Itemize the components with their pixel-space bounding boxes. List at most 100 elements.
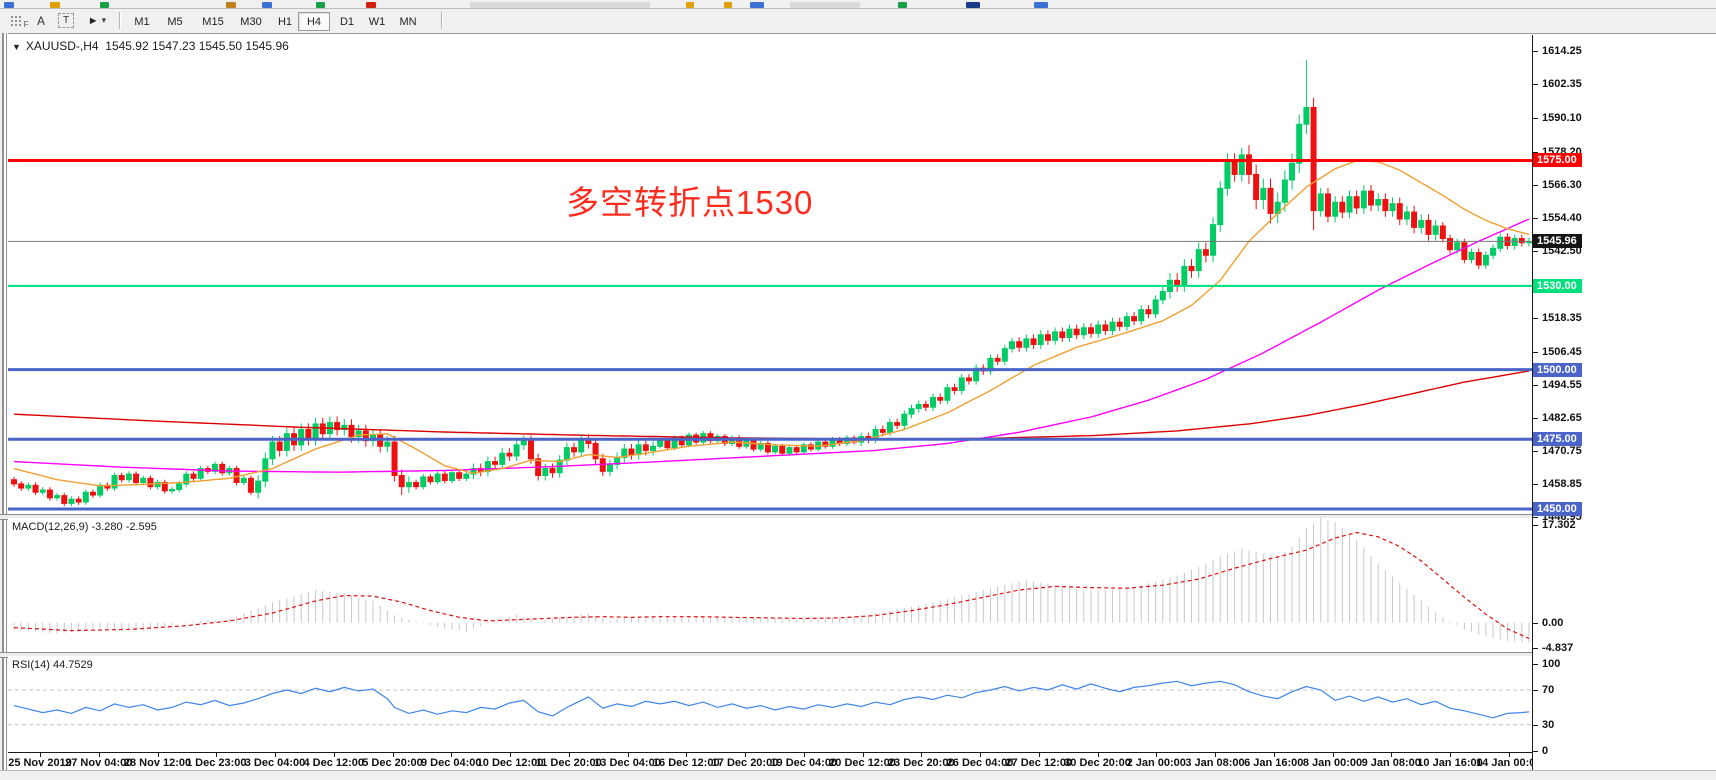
timeframe-button-M5[interactable]: M5 — [167, 15, 183, 28]
indicators-grip-icon[interactable]: F — [6, 11, 29, 30]
candle — [973, 364, 980, 385]
time-axis-tick — [862, 753, 864, 757]
candle — [1411, 205, 1418, 234]
candle — [894, 418, 901, 430]
candle — [987, 354, 994, 375]
candle — [592, 438, 599, 464]
axis-tick-mark — [1533, 664, 1538, 665]
timeframe-button-M1[interactable]: M1 — [134, 15, 150, 28]
candle — [1267, 178, 1274, 224]
axis-tick-mark — [1533, 151, 1538, 153]
macd-axis-label: -4.837 — [1542, 642, 1574, 654]
candle — [413, 479, 420, 490]
chevron-down-icon: ▾ — [101, 15, 107, 25]
candle — [807, 442, 814, 452]
candle — [75, 496, 82, 505]
toolbar-icon-fragment — [366, 2, 376, 8]
price-axis[interactable]: 1614.25 1602.35 1590.10 1578.20 1566.30 1554.… — [1532, 35, 1716, 770]
time-axis-label: 2 Jan 00:00 — [1126, 757, 1186, 769]
candle — [965, 374, 972, 385]
macd-pane[interactable] — [8, 518, 1532, 652]
candle — [434, 471, 441, 485]
timeframe-button-MN[interactable]: MN — [399, 15, 417, 28]
time-axis-label: 9 Dec 04:00 — [420, 757, 482, 769]
time-axis[interactable]: 25 Nov 2019 27 Nov 04:00 28 Nov 12:00 1 Dec… — [8, 752, 1541, 771]
candle — [1468, 248, 1475, 264]
candle — [147, 475, 154, 490]
toolbar-icon-fragment — [750, 2, 764, 8]
timeframe-button-M30[interactable]: M30 — [240, 15, 262, 28]
time-axis-label: 6 Jan 16:00 — [1244, 757, 1304, 769]
axis-tick-mark — [1533, 351, 1538, 353]
price-line-badge-1530.00[interactable]: 1530.00 — [1533, 278, 1582, 293]
time-axis-tick — [980, 753, 981, 757]
chart-dropdown-icon[interactable]: ▼ — [12, 42, 21, 52]
candle — [1339, 196, 1346, 219]
time-axis-label: 26 Dec 04:00 — [946, 757, 1014, 769]
candle — [1116, 317, 1123, 331]
axis-tick-mark — [1533, 750, 1538, 752]
candle — [1059, 327, 1066, 342]
toolbar-icon-fragment — [790, 2, 860, 8]
candle — [463, 471, 470, 482]
rsi-pane[interactable] — [8, 656, 1532, 752]
candle — [1317, 187, 1324, 217]
candle — [1439, 222, 1446, 243]
timeframe-button-H1[interactable]: H1 — [277, 15, 293, 28]
candle — [786, 445, 793, 456]
candle — [61, 492, 68, 507]
time-axis-tick — [1391, 753, 1393, 757]
toolbar-icon-fragment — [686, 2, 694, 8]
time-axis-label: 1 Dec 23:00 — [185, 757, 247, 769]
chart-annotation-text[interactable]: 多空转折点1530 — [566, 184, 814, 221]
rsi-axis-label: 30 — [1542, 718, 1555, 731]
price-axis-tick-label: 1482.65 — [1542, 411, 1582, 424]
candle — [937, 393, 944, 405]
candle — [1073, 324, 1080, 340]
price-line-badge-1450.00[interactable]: 1450.00 — [1533, 501, 1582, 516]
candle — [1037, 330, 1044, 349]
axis-tick-mark — [1533, 622, 1538, 624]
candle — [1260, 178, 1267, 210]
candle — [1009, 337, 1016, 353]
timeframe-button-H4[interactable]: H4 — [298, 12, 330, 31]
chart-ohlc-values: 1545.92 1547.23 1545.50 1545.96 — [105, 39, 289, 53]
candle — [456, 469, 463, 482]
price-pane[interactable] — [8, 35, 1532, 514]
time-axis-tick — [1332, 753, 1334, 757]
timeframe-button-W1[interactable]: W1 — [368, 15, 386, 28]
candle — [635, 439, 642, 460]
candle — [1296, 114, 1303, 174]
candle — [492, 456, 499, 470]
price-line-badge-1475.00[interactable]: 1475.00 — [1533, 432, 1582, 447]
candle — [1461, 238, 1468, 264]
chart-symbol-timeframe: XAUUSD-,H4 — [25, 39, 99, 53]
time-axis-tick — [157, 753, 159, 757]
candle — [212, 461, 219, 475]
candle — [1497, 233, 1504, 253]
toolbar-icon-fragment — [724, 2, 732, 8]
candle — [1145, 305, 1152, 319]
candle — [930, 393, 937, 412]
timeframe-button-M15[interactable]: M15 — [202, 15, 224, 28]
time-axis-tick — [1450, 753, 1451, 757]
candle — [1447, 234, 1453, 254]
time-axis-tick — [333, 753, 335, 757]
label-tool-button[interactable]: A — [36, 13, 45, 28]
axis-tick-mark — [1533, 417, 1538, 419]
candle — [118, 472, 125, 483]
candle — [800, 442, 807, 455]
price-line-badge-1575.00[interactable]: 1575.00 — [1533, 153, 1582, 168]
price-line-badge-1500.00[interactable]: 1500.00 — [1533, 362, 1582, 377]
candle — [190, 471, 197, 482]
candle — [1210, 217, 1217, 263]
text-tool-button[interactable]: T — [56, 11, 76, 30]
candle — [1066, 324, 1073, 342]
macd-histogram — [13, 518, 1530, 643]
candle — [1245, 145, 1252, 185]
price-line-badge-1545.96[interactable]: 1545.96 — [1533, 234, 1582, 249]
timeframe-button-D1[interactable]: D1 — [339, 15, 355, 28]
time-axis-tick — [275, 753, 276, 757]
drawing-tool-button[interactable]: ► ▾ — [82, 11, 112, 30]
candle — [1346, 190, 1353, 219]
